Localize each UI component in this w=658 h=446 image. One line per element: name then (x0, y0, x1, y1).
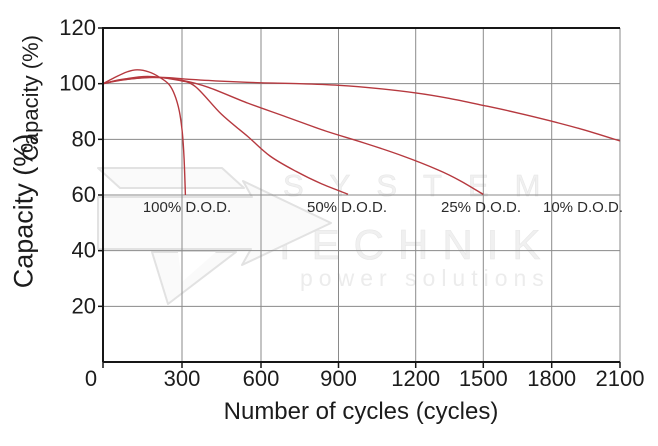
x-tick-label: 1500 (459, 366, 508, 391)
y-tick-label: 100 (59, 71, 96, 96)
x-tick-label: 900 (320, 366, 357, 391)
x-tick-label: 0 (85, 366, 97, 391)
x-tick-label: 1800 (527, 366, 576, 391)
x-tick-label: 1200 (391, 366, 440, 391)
dod-label-100: 100% D.O.D. (143, 199, 231, 216)
x-tick-label: 600 (243, 366, 280, 391)
watermark-logo-notch (178, 252, 216, 282)
watermark-system-text: SYSTEM (283, 168, 566, 203)
watermark-logo (97, 167, 245, 189)
dod-label-50: 50% D.O.D. (307, 199, 387, 216)
capacity-curve-10-dod (102, 76, 621, 142)
capacity-curve-100-dod (102, 69, 187, 196)
y-tick-label: 120 (59, 15, 96, 40)
x-axis-title: Number of cycles (cycles) (223, 398, 499, 425)
capacity-curve-50-dod (102, 75, 349, 195)
y-tick-label: 20 (72, 293, 96, 318)
y-tick-label: 80 (72, 126, 96, 151)
y-axis-title-duplicate: Capacity (%) (8, 133, 39, 289)
x-tick-label: 2100 (596, 366, 645, 391)
y-tick-label: 60 (72, 182, 96, 207)
watermark-tagline-text: power solutions (300, 265, 550, 291)
dod-label-10: 10% D.O.D. (543, 199, 623, 216)
watermark-logo (97, 180, 332, 266)
x-tick-label: 300 (164, 366, 201, 391)
y-tick-label: 40 (72, 238, 96, 263)
dod-label-25: 25% D.O.D. (441, 199, 521, 216)
